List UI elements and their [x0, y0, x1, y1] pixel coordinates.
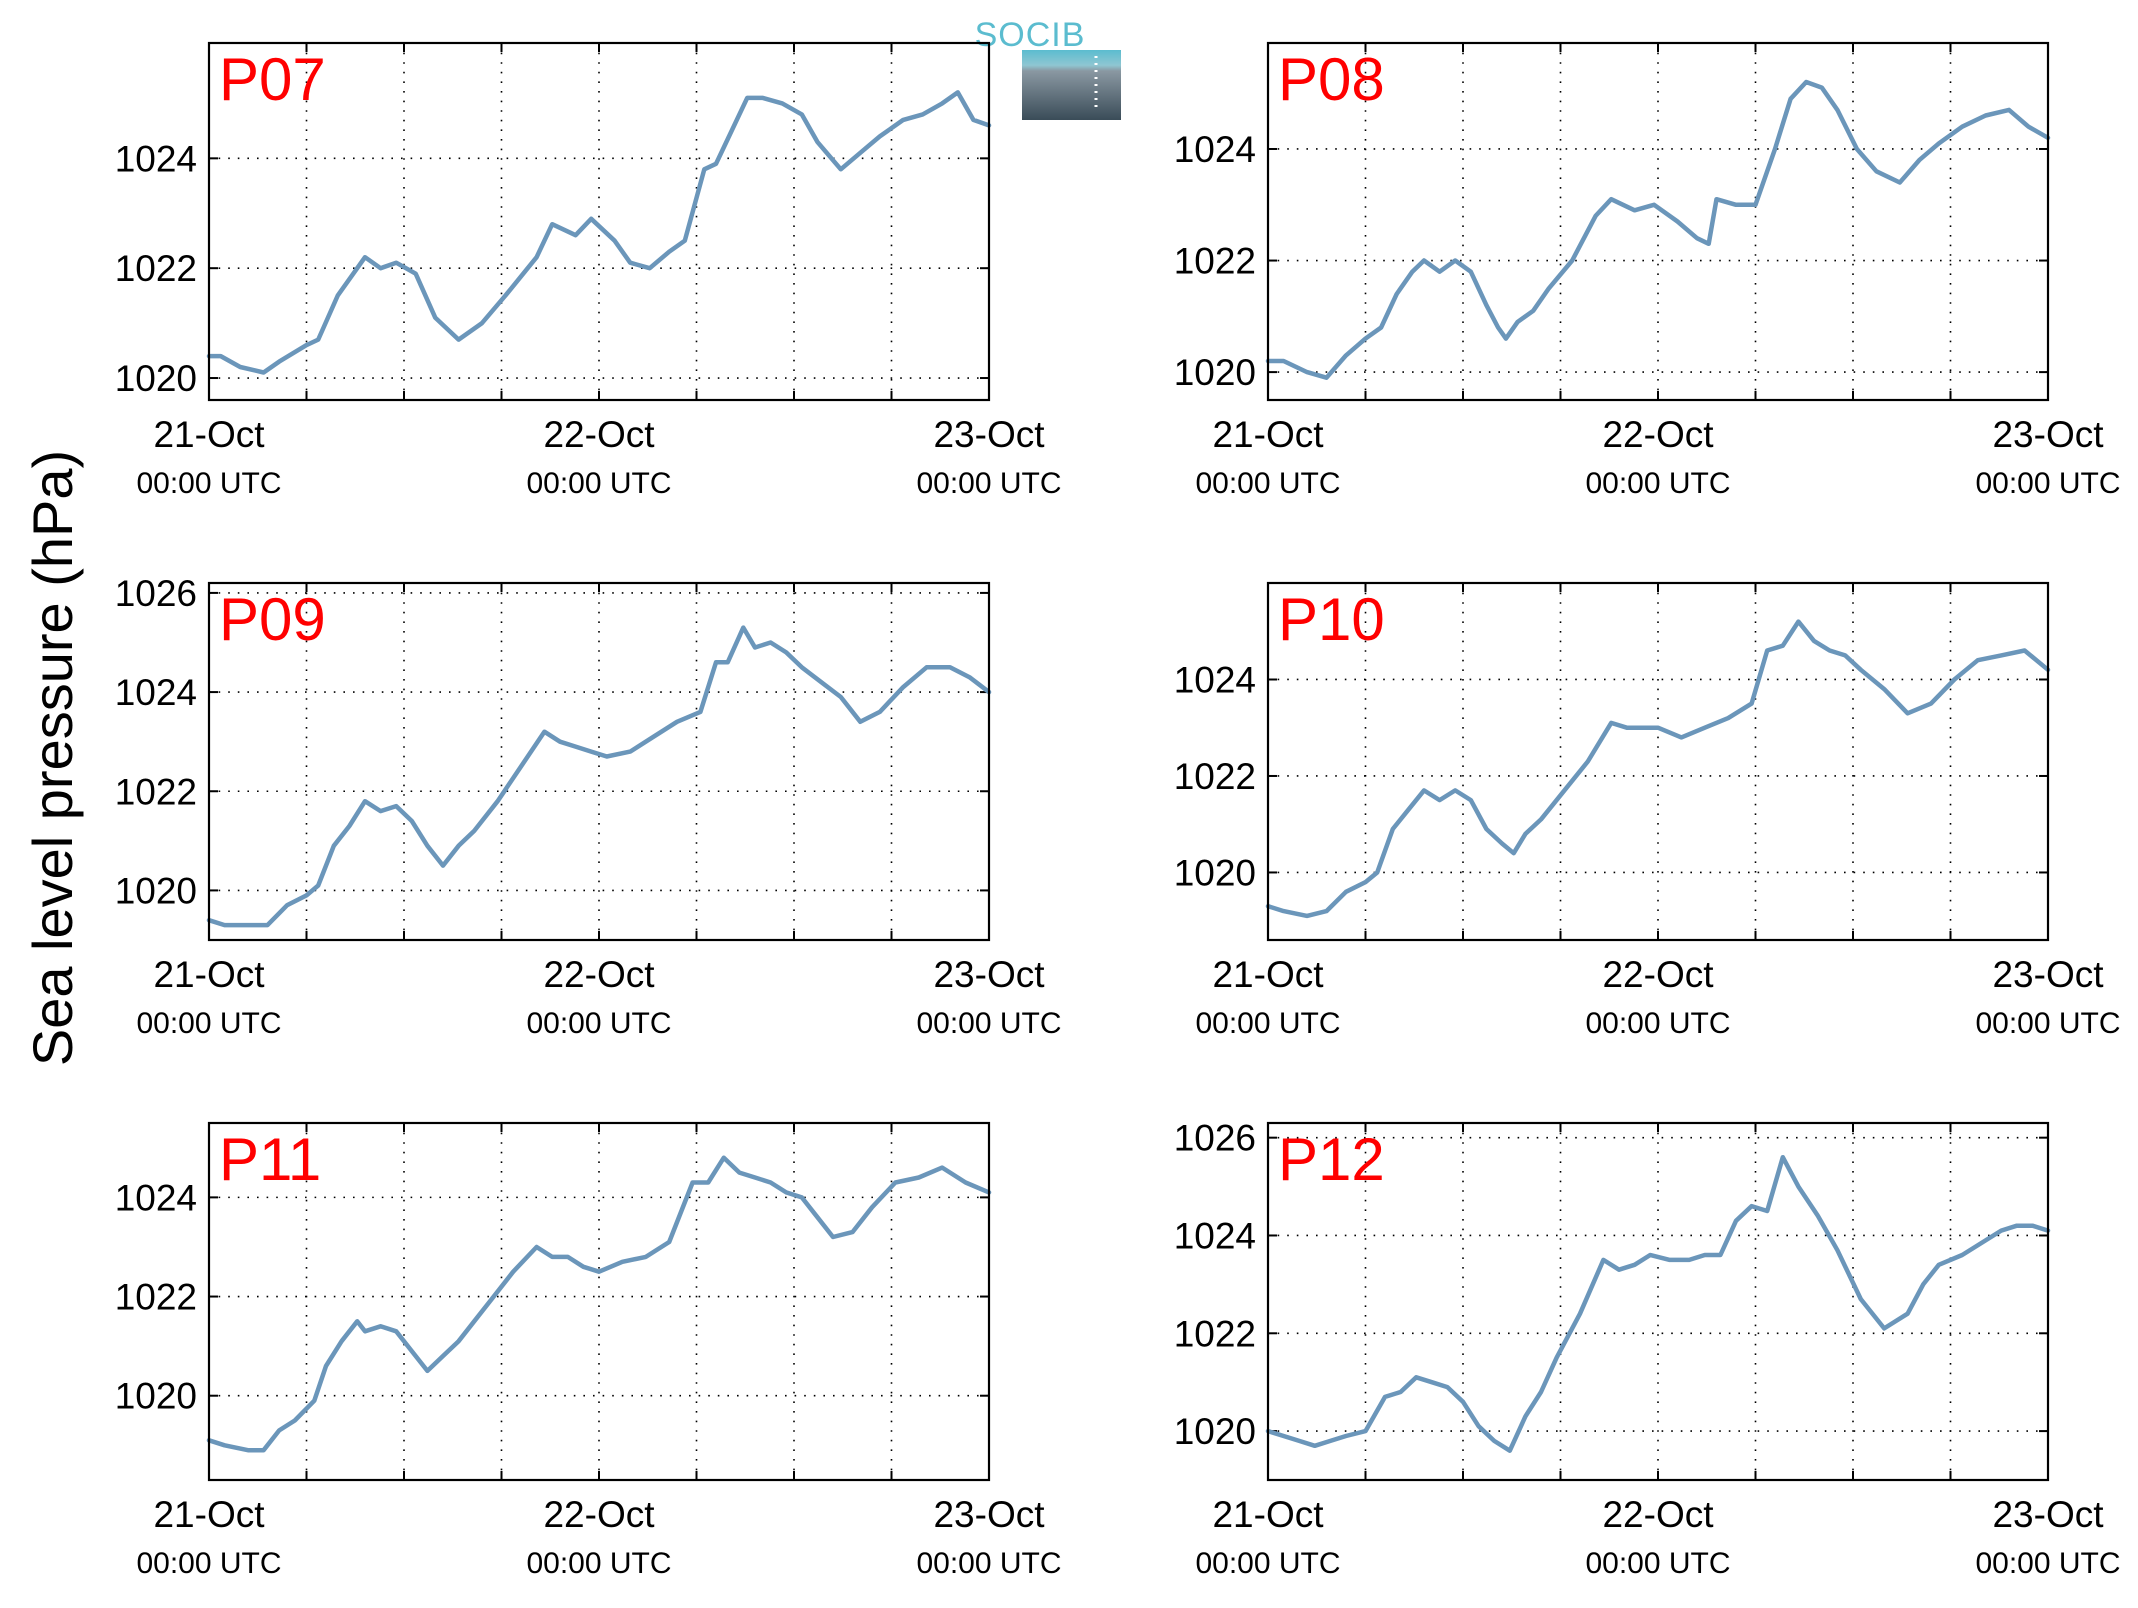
panel-title: P07: [219, 46, 326, 113]
pressure-line-P08: [1265, 79, 2051, 380]
plot-frame: [207, 581, 991, 942]
y-axis-label: Sea level pressure (hPa): [21, 450, 84, 1066]
socib-logo-block: [1022, 50, 1121, 120]
x-tick-sublabel: 00:00 UTC: [136, 1547, 281, 1580]
chart-panel-P11: 1020 1022 1024 21-Oct 00:00 UTC 22-Oct 00:00 U…: [115, 1121, 1062, 1580]
plot-frame: [1266, 41, 2050, 402]
y-tick-label: 1024: [115, 672, 197, 713]
y-tick-label: 1022: [1174, 241, 1256, 282]
y-tick-label: 1022: [115, 248, 197, 289]
panel-title: P10: [1278, 586, 1385, 653]
x-tick-sublabel: 00:00 UTC: [916, 1007, 1061, 1040]
y-tick-label: 1020: [1174, 352, 1256, 393]
x-tick-label: 21-Oct: [1212, 954, 1324, 995]
y-tick-label: 1020: [115, 1376, 197, 1417]
y-tick-label: 1026: [115, 573, 197, 614]
x-tick-sublabel: 00:00 UTC: [916, 467, 1061, 500]
x-tick-label: 22-Oct: [1602, 954, 1714, 995]
y-tick-label: 1020: [115, 870, 197, 911]
panels: 1020 1022 1024 21-Oct 00:00 UTC 22-Oct 00:00 U…: [115, 41, 2121, 1580]
chart-panel-P12: 1020 1022 1024 1026 21-Oct 00:00 UTC 22-Oct 00:…: [1174, 1118, 2121, 1580]
y-tick-label: 1026: [1174, 1118, 1256, 1159]
x-tick-sublabel: 00:00 UTC: [136, 1007, 281, 1040]
x-tick-label: 22-Oct: [543, 954, 655, 995]
pressure-line-P11: [206, 1155, 992, 1453]
y-tick-label: 1024: [1174, 659, 1256, 700]
pressure-line-P09: [206, 625, 992, 928]
panel-title: P09: [219, 586, 326, 653]
socib-logo-text: SOCIB: [975, 16, 1086, 54]
x-tick-sublabel: 00:00 UTC: [1975, 1007, 2120, 1040]
x-tick-label: 21-Oct: [1212, 414, 1324, 455]
pressure-line-P12: [1265, 1154, 2051, 1453]
y-tick-label: 1020: [1174, 1411, 1256, 1452]
x-tick-label: 21-Oct: [1212, 1494, 1324, 1535]
x-tick-label: 22-Oct: [1602, 414, 1714, 455]
y-tick-label: 1024: [1174, 1215, 1256, 1256]
panel-title: P12: [1278, 1126, 1385, 1193]
chart-panel-P10: 1020 1022 1024 21-Oct 00:00 UTC 22-Oct 00:00 U…: [1174, 581, 2121, 1040]
x-tick-label: 23-Oct: [1992, 954, 2104, 995]
y-tick-label: 1022: [1174, 1313, 1256, 1354]
y-tick-label: 1022: [115, 771, 197, 812]
pressure-line-P10: [1265, 619, 2051, 919]
plot-frame: [207, 1121, 991, 1482]
x-tick-sublabel: 00:00 UTC: [1195, 1007, 1340, 1040]
plot-frame: [1266, 581, 2050, 942]
x-tick-sublabel: 00:00 UTC: [526, 467, 671, 500]
x-tick-label: 22-Oct: [543, 414, 655, 455]
x-tick-sublabel: 00:00 UTC: [1585, 467, 1730, 500]
x-tick-sublabel: 00:00 UTC: [1975, 467, 2120, 500]
x-tick-label: 23-Oct: [933, 414, 1045, 455]
x-tick-sublabel: 00:00 UTC: [526, 1007, 671, 1040]
y-tick-label: 1020: [115, 358, 197, 399]
chart-panel-P08: 1020 1022 1024 21-Oct 00:00 UTC 22-Oct 00:00 U…: [1174, 41, 2121, 500]
x-tick-label: 21-Oct: [153, 414, 265, 455]
chart-panel-P07: 1020 1022 1024 21-Oct 00:00 UTC 22-Oct 00:00 U…: [115, 41, 1062, 500]
y-tick-label: 1020: [1174, 852, 1256, 893]
x-tick-label: 21-Oct: [153, 954, 265, 995]
y-tick-label: 1024: [115, 1177, 197, 1218]
panel-title: P08: [1278, 46, 1385, 113]
x-tick-label: 23-Oct: [933, 1494, 1045, 1535]
x-tick-sublabel: 00:00 UTC: [1585, 1547, 1730, 1580]
panel-title: P11: [219, 1126, 321, 1193]
x-tick-sublabel: 00:00 UTC: [1585, 1007, 1730, 1040]
plot-frame: [207, 41, 991, 402]
y-tick-label: 1022: [115, 1277, 197, 1318]
y-tick-label: 1024: [1174, 129, 1256, 170]
x-tick-sublabel: 00:00 UTC: [136, 467, 281, 500]
x-tick-label: 22-Oct: [543, 1494, 655, 1535]
plot-frame: [1266, 1121, 2050, 1482]
x-tick-label: 21-Oct: [153, 1494, 265, 1535]
x-tick-label: 22-Oct: [1602, 1494, 1714, 1535]
x-tick-sublabel: 00:00 UTC: [916, 1547, 1061, 1580]
x-tick-sublabel: 00:00 UTC: [526, 1547, 671, 1580]
x-tick-sublabel: 00:00 UTC: [1195, 1547, 1340, 1580]
x-tick-sublabel: 00:00 UTC: [1195, 467, 1340, 500]
chart-panel-P09: 1020 1022 1024 1026 21-Oct 00:00 UTC 22-Oct 00:…: [115, 573, 1062, 1040]
socib-logo: SOCIB: [975, 16, 1121, 120]
x-tick-label: 23-Oct: [1992, 414, 2104, 455]
y-tick-label: 1022: [1174, 756, 1256, 797]
x-tick-label: 23-Oct: [933, 954, 1045, 995]
pressure-line-P07: [206, 90, 992, 375]
y-tick-label: 1024: [115, 138, 197, 179]
x-tick-sublabel: 00:00 UTC: [1975, 1547, 2120, 1580]
x-tick-label: 23-Oct: [1992, 1494, 2104, 1535]
